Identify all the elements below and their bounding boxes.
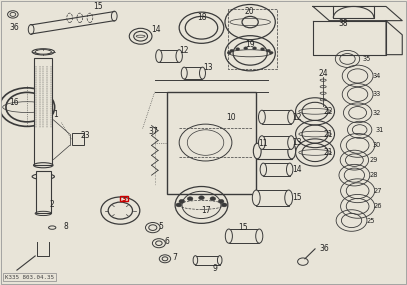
Circle shape [179,200,185,203]
Bar [263,163,290,176]
Bar [34,58,52,165]
Bar [36,171,50,213]
Text: 31: 31 [375,127,383,133]
Circle shape [236,48,240,50]
Text: 12: 12 [179,46,189,55]
Text: 23: 23 [81,131,90,140]
Bar [72,133,84,145]
Text: 3: 3 [122,196,127,202]
Circle shape [227,51,231,54]
Ellipse shape [288,110,295,124]
Bar [229,229,259,243]
Text: 20: 20 [245,7,254,16]
Text: 10: 10 [226,113,235,121]
Text: 8: 8 [63,222,68,231]
Ellipse shape [156,50,162,62]
Text: 7: 7 [172,253,177,262]
Text: 35: 35 [363,56,371,62]
Text: 13: 13 [204,63,213,72]
Text: 15: 15 [93,2,103,11]
Text: 25: 25 [367,217,376,223]
Text: 17: 17 [201,206,210,215]
Text: 18: 18 [197,13,206,22]
Text: 21: 21 [323,148,333,157]
Text: 36: 36 [10,23,20,32]
Circle shape [267,49,271,52]
Text: 6: 6 [165,237,170,246]
Ellipse shape [256,229,263,243]
Circle shape [260,48,265,50]
Circle shape [269,51,273,54]
Text: 16: 16 [9,98,18,107]
Ellipse shape [260,163,267,176]
Text: 2: 2 [49,200,54,209]
Text: 24: 24 [318,69,328,78]
Ellipse shape [252,190,260,206]
Text: 14: 14 [151,25,160,34]
Text: 11: 11 [258,139,268,148]
Circle shape [218,200,224,203]
Circle shape [187,197,193,201]
Text: 27: 27 [373,188,381,194]
Text: 38: 38 [339,19,348,28]
Ellipse shape [258,136,265,149]
Text: 32: 32 [373,110,381,116]
Bar [195,256,220,265]
Circle shape [252,47,256,50]
Text: 33: 33 [373,91,381,97]
Bar [167,91,256,194]
Bar [184,67,203,79]
Text: 28: 28 [370,172,378,178]
Ellipse shape [217,256,222,265]
Bar [262,110,291,124]
Text: 26: 26 [373,203,381,209]
Circle shape [221,203,227,207]
Text: 34: 34 [373,73,381,79]
Text: 15: 15 [292,193,302,202]
Text: 12: 12 [292,113,302,121]
Text: 5: 5 [158,222,163,231]
Ellipse shape [287,163,293,176]
Ellipse shape [225,229,232,243]
Ellipse shape [288,143,295,159]
Text: 19: 19 [245,40,254,49]
Ellipse shape [176,50,182,62]
Text: 15: 15 [239,223,248,232]
Bar [120,196,128,201]
Text: 36: 36 [319,244,329,253]
Bar [159,50,179,62]
Ellipse shape [288,136,295,149]
Text: 29: 29 [370,157,378,163]
Text: 30: 30 [373,142,381,148]
Text: K335 803.04.35: K335 803.04.35 [5,275,54,280]
Bar [256,190,289,206]
Circle shape [199,196,204,200]
Text: 14: 14 [292,165,302,174]
Circle shape [230,49,234,52]
Ellipse shape [199,67,206,79]
Text: 13: 13 [292,138,302,147]
Bar [262,136,291,149]
Ellipse shape [181,67,187,79]
Circle shape [210,197,216,201]
Ellipse shape [253,143,261,159]
Text: 22: 22 [323,107,333,116]
Circle shape [244,47,248,50]
Circle shape [176,203,182,207]
Text: 1: 1 [53,110,58,119]
Text: 37: 37 [149,127,158,136]
Ellipse shape [193,256,198,265]
Ellipse shape [285,190,293,206]
Bar [257,143,292,159]
Text: 21: 21 [323,130,333,139]
Ellipse shape [258,110,265,124]
Text: 9: 9 [212,264,217,273]
